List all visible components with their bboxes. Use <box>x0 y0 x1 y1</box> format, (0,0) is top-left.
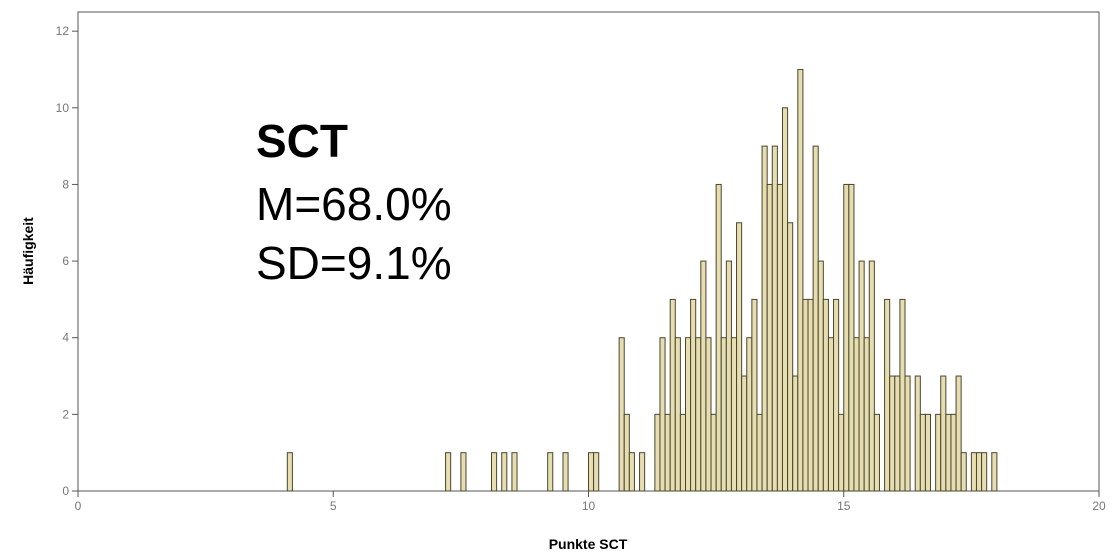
y-tick-label: 2 <box>62 407 69 421</box>
histogram-bar <box>695 337 702 492</box>
histogram-bar <box>460 452 467 492</box>
x-tick-label: 10 <box>582 499 596 513</box>
histogram-bar <box>807 298 814 492</box>
histogram-bar <box>833 298 840 492</box>
histogram-bar <box>781 107 789 492</box>
histogram-bar <box>960 452 967 492</box>
histogram-bar <box>843 183 850 492</box>
histogram-bar <box>593 452 600 492</box>
y-tick-label: 12 <box>56 24 70 38</box>
histogram-bar <box>286 452 293 492</box>
histogram-bar <box>884 298 891 492</box>
histogram-bar <box>817 260 824 492</box>
histogram-bar <box>445 452 452 492</box>
histogram-bar <box>654 413 661 492</box>
histogram-bar <box>950 413 957 492</box>
histogram-bar <box>710 413 717 492</box>
x-tick-label: 15 <box>837 499 851 513</box>
histogram-bar <box>741 375 748 492</box>
histogram-bar <box>664 413 671 492</box>
histogram-bar <box>904 375 911 492</box>
histogram-bar <box>889 375 896 492</box>
histogram-bar <box>705 337 712 492</box>
histogram-bar <box>746 337 753 492</box>
histogram-bar <box>991 452 998 492</box>
x-axis: 0 5 10 15 20 <box>75 491 1106 513</box>
histogram-bar <box>955 375 962 492</box>
histogram-bar <box>501 452 508 492</box>
histogram-bar <box>935 413 942 492</box>
histogram-bar <box>853 337 860 492</box>
histogram-bar <box>623 413 630 492</box>
histogram-bar <box>899 298 906 492</box>
histogram-bar <box>761 145 768 492</box>
histogram-bar <box>868 260 875 492</box>
histogram-bar <box>848 183 855 492</box>
histogram-bar <box>715 183 722 492</box>
histogram-bar <box>628 452 635 492</box>
histogram-bar <box>684 337 692 492</box>
histogram-bar <box>787 222 794 492</box>
histogram-bar <box>669 298 676 492</box>
histogram-bar <box>720 337 727 492</box>
histogram-bar <box>894 375 901 492</box>
histogram-bar <box>491 452 498 492</box>
x-axis-title: Punkte SCT <box>549 536 628 552</box>
histogram-bar <box>730 337 738 492</box>
histogram-bar <box>981 452 988 492</box>
histogram-bar <box>674 337 681 492</box>
x-tick-label: 5 <box>330 499 337 513</box>
annotation-mean: M=68.0% <box>256 178 452 230</box>
histogram-bar <box>858 260 865 492</box>
histogram-bar <box>771 145 778 492</box>
histogram-bar <box>547 452 554 492</box>
histogram-bars <box>286 68 998 492</box>
histogram-bar <box>812 145 819 492</box>
histogram-bar <box>792 375 799 492</box>
histogram-bar <box>873 413 880 492</box>
histogram-bar <box>562 452 569 492</box>
histogram-bar <box>945 413 952 492</box>
y-tick-label: 4 <box>62 331 69 345</box>
y-axis-title: Häufigkeit <box>20 217 36 285</box>
x-tick-label: 20 <box>1092 499 1106 513</box>
histogram-bar <box>766 183 773 492</box>
y-tick-label: 6 <box>62 254 69 268</box>
histogram-bar <box>618 337 625 492</box>
plot-frame <box>77 11 1100 492</box>
x-tick-label: 0 <box>75 499 82 513</box>
histogram-bar <box>736 222 743 492</box>
histogram-bar <box>924 413 932 492</box>
histogram-bar <box>679 413 686 492</box>
histogram-bar <box>919 413 926 492</box>
histogram-bar <box>588 452 595 492</box>
histogram-bar <box>756 413 763 492</box>
histogram-bar <box>700 260 707 492</box>
histogram-bar <box>802 298 809 492</box>
histogram-bar <box>511 452 518 492</box>
y-tick-label: 8 <box>62 177 69 191</box>
histogram-bar <box>827 337 835 492</box>
histogram-bar <box>659 337 666 492</box>
histogram-bar <box>863 337 870 492</box>
histogram-bar <box>751 298 758 492</box>
histogram-bar <box>940 375 947 492</box>
histogram-bar <box>690 298 697 492</box>
y-tick-label: 10 <box>56 101 70 115</box>
histogram-bar <box>970 452 977 492</box>
histogram-bar <box>776 183 783 492</box>
histogram-bar <box>975 452 983 492</box>
histogram-bar <box>639 452 646 492</box>
histogram-bar <box>725 260 732 492</box>
histogram-bar <box>822 298 829 492</box>
histogram-bar <box>838 413 845 492</box>
annotation-sd: SD=9.1% <box>256 237 452 289</box>
histogram-bar <box>797 68 804 492</box>
y-axis: 0 2 4 6 8 10 12 <box>56 24 78 498</box>
y-tick-label: 0 <box>62 484 69 498</box>
histogram-bar <box>914 375 921 492</box>
annotation-title: SCT <box>256 115 348 167</box>
